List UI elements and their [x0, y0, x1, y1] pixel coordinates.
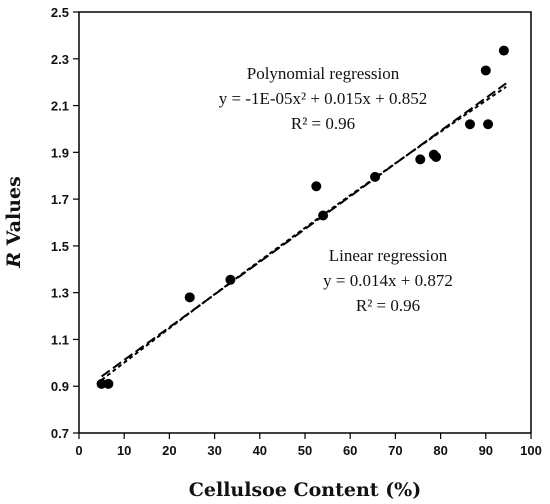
regression-lines [100, 82, 507, 381]
y-tick-labels: 0.7 0.9 1.1 1.3 1.5 1.7 1.9 2.1 2.3 2.5 [51, 5, 69, 441]
x-tick-label: 10 [117, 443, 131, 458]
x-tick-labels: 0 10 20 30 40 50 60 70 80 90 100 [75, 443, 541, 458]
linear-annotation: Linear regression y = 0.014x + 0.872 R² … [323, 246, 453, 315]
polynomial-title: Polynomial regression [247, 64, 400, 83]
data-points [96, 45, 509, 389]
linear-equation: y = 0.014x + 0.872 [323, 271, 453, 290]
y-tick-label: 1.5 [51, 239, 69, 254]
x-tick-label: 90 [479, 443, 493, 458]
x-tick-label: 50 [298, 443, 312, 458]
data-point [311, 181, 322, 192]
polynomial-annotation: Polynomial regression y = -1E-05x² + 0.0… [219, 64, 428, 133]
y-tick-label: 0.7 [51, 426, 69, 441]
data-point [464, 119, 475, 130]
polynomial-regression-line [100, 85, 507, 381]
data-point [370, 171, 381, 182]
y-tick-label: 2.1 [51, 99, 69, 114]
y-tick-label: 1.3 [51, 286, 69, 301]
y-tick-label: 1.1 [51, 332, 69, 347]
data-point [480, 65, 491, 76]
data-point [498, 45, 509, 56]
y-axis-title-rest: Values [3, 176, 25, 252]
y-tick-label: 1.9 [51, 145, 69, 160]
data-point [483, 119, 494, 130]
x-tick-label: 20 [162, 443, 176, 458]
data-point [225, 274, 236, 285]
x-tick-label: 60 [343, 443, 357, 458]
y-tick-label: 2.3 [51, 52, 69, 67]
data-point [431, 152, 442, 163]
x-tick-label: 40 [253, 443, 267, 458]
x-tick-label: 80 [433, 443, 447, 458]
y-tick-label: 0.9 [51, 379, 69, 394]
y-axis-title: R Values [3, 176, 25, 269]
x-tick-label: 70 [388, 443, 402, 458]
polynomial-r2: R² = 0.96 [291, 114, 355, 133]
x-tick-label: 0 [75, 443, 82, 458]
y-axis-title-italic: R [3, 252, 25, 269]
y-tick-label: 1.7 [51, 192, 69, 207]
x-axis-title: Cellulsoe Content (%) [189, 479, 421, 501]
data-point [318, 210, 329, 221]
x-tick-label: 30 [207, 443, 221, 458]
axis-ticks [73, 11, 532, 439]
data-point [184, 292, 195, 303]
x-tick-label: 100 [520, 443, 542, 458]
data-point [103, 378, 114, 389]
linear-title: Linear regression [329, 246, 448, 265]
y-tick-label: 2.5 [51, 5, 69, 20]
polynomial-equation: y = -1E-05x² + 0.015x + 0.852 [219, 89, 428, 108]
linear-r2: R² = 0.96 [356, 296, 420, 315]
data-point [415, 154, 426, 165]
